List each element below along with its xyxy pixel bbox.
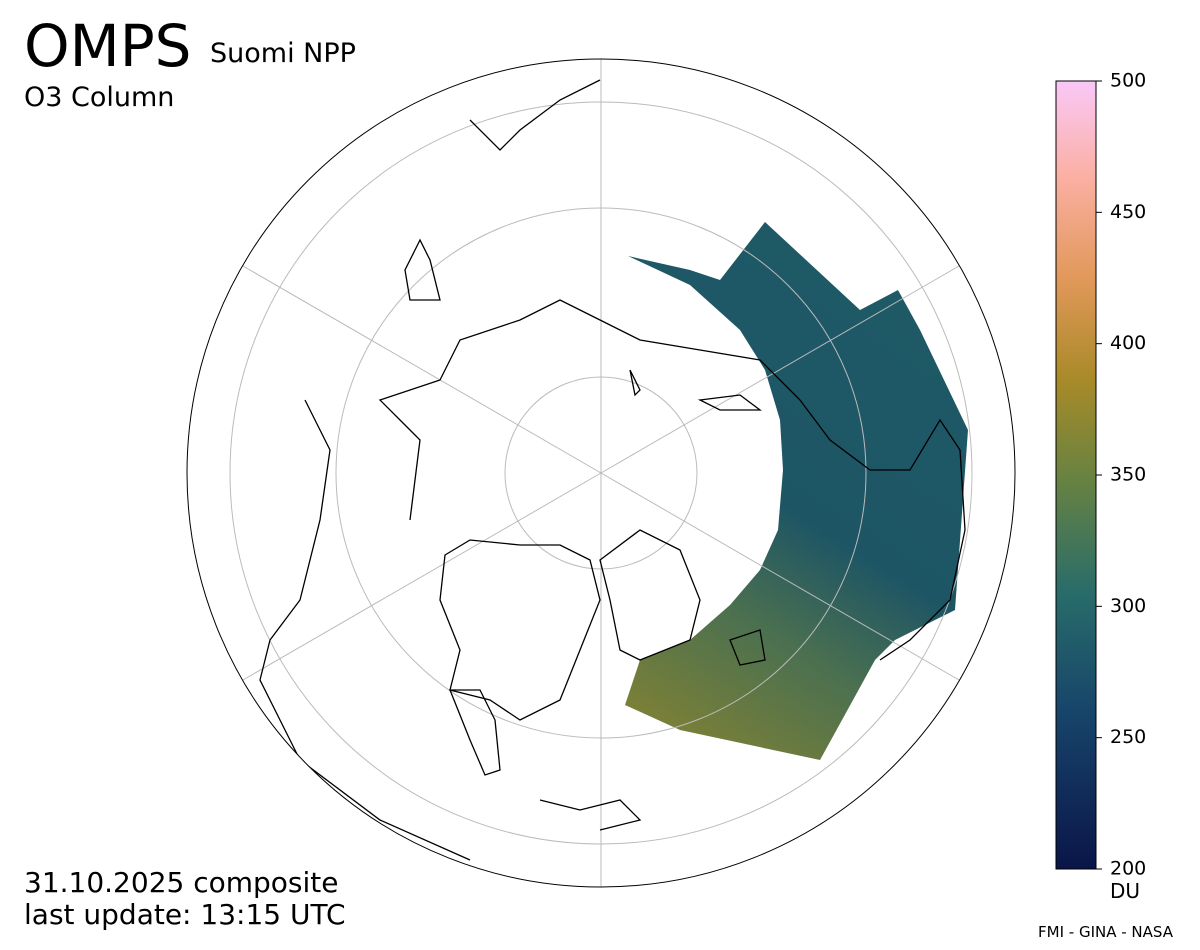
colorbar-unit: DU — [1110, 879, 1140, 903]
map-content — [229, 59, 973, 887]
colorbar-tick-label: 200 — [1110, 858, 1146, 880]
graticule — [229, 59, 973, 887]
product: O3 Column — [24, 82, 175, 113]
colorbar-tick-label: 250 — [1110, 726, 1146, 748]
title: OMPS — [24, 12, 192, 80]
colorbar-tick-label: 400 — [1110, 332, 1146, 354]
update: last update: 13:15 UTC — [24, 898, 346, 931]
platform: Suomi NPP — [210, 38, 356, 69]
map-border — [186, 58, 1016, 888]
coastlines — [259, 79, 966, 861]
colorbar-tick-label: 500 — [1110, 70, 1146, 92]
credit: FMI - GINA - NASA — [1038, 923, 1173, 941]
colorbar-tick-label: 450 — [1110, 201, 1146, 223]
colorbar-tick-label: 300 — [1110, 595, 1146, 617]
colorbar-tick-label: 350 — [1110, 464, 1146, 486]
date: 31.10.2025 composite — [24, 866, 339, 899]
ozone-swath — [625, 222, 968, 760]
colorbar — [1055, 80, 1097, 870]
